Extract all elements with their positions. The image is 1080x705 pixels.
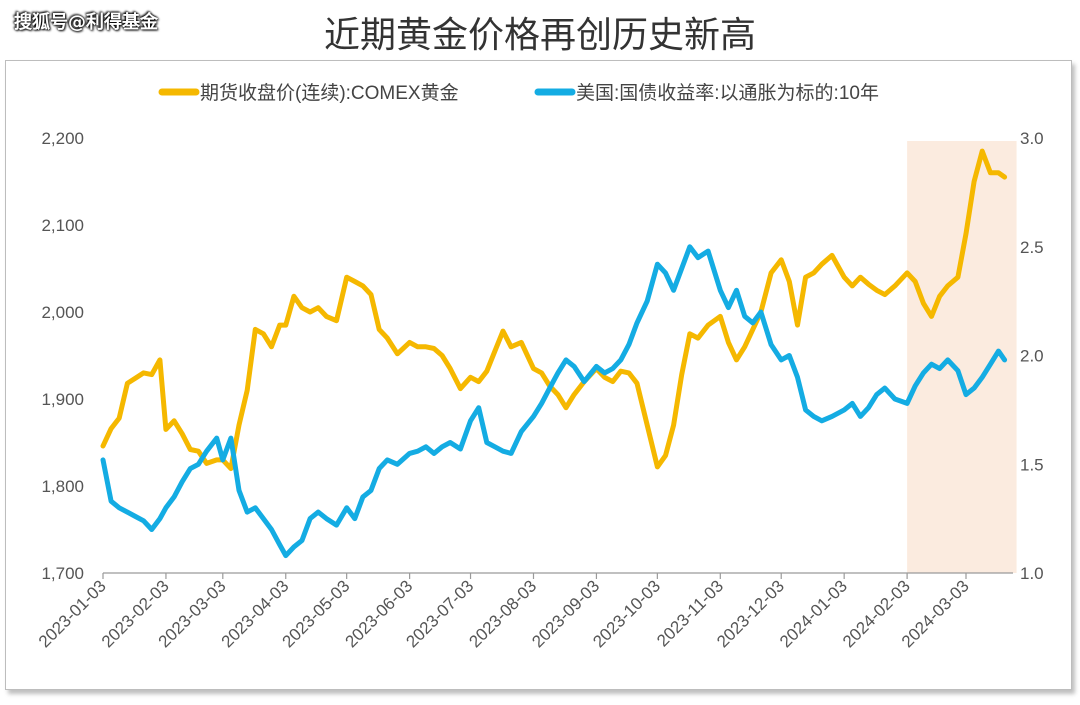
highlight-band [907,141,1017,573]
y-right-tick-label: 2.0 [1020,347,1044,366]
y-left-tick-label: 1,800 [41,477,84,496]
y-right-tick-label: 2.5 [1020,238,1044,257]
x-tick-label: 2023-08-03 [465,576,540,651]
x-tick-label: 2024-01-03 [776,576,851,651]
gold-price-line [100,148,1008,472]
legend-label: 美国:国债收益率:以通胀为标的:10年 [576,82,879,104]
watermark: 搜狐号@利得基金 [14,12,158,33]
y-right-tick-label: 3.0 [1020,129,1044,148]
y-right-tick-label: 1.5 [1020,455,1044,474]
y-left-tick-label: 2,100 [41,216,84,235]
y-right-tick-label: 1.0 [1020,564,1044,583]
y-left-tick-label: 1,700 [41,564,84,583]
chart-frame [5,60,1072,690]
y-left-tick-label: 2,000 [41,303,84,322]
legend-label: 期货收盘价(连续):COMEX黄金 [200,82,459,104]
x-tick-label: 2023-01-03 [35,576,110,651]
tips-yield-line [100,244,1008,559]
y-left-tick-label: 1,900 [41,390,84,409]
page-title: 近期黄金价格再创历史新高 [323,15,756,56]
y-left-tick-label: 2,200 [41,129,84,148]
